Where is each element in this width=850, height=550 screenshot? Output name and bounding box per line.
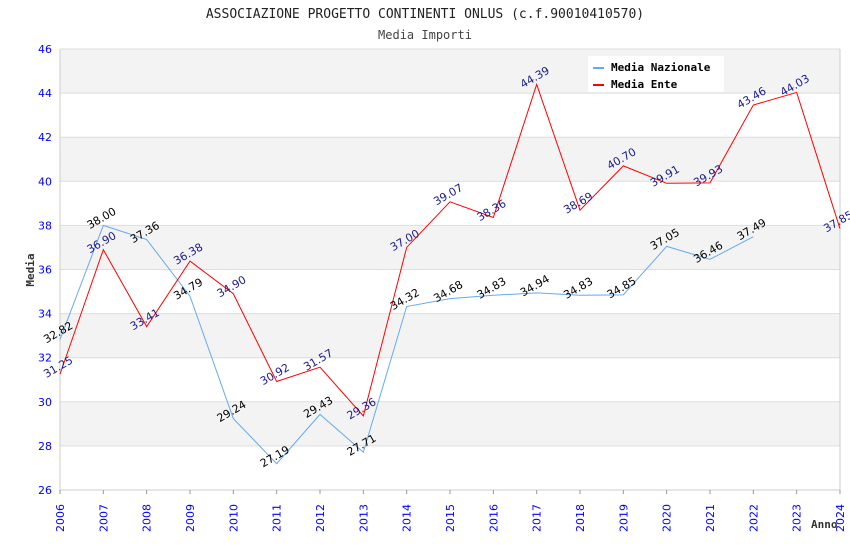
y-tick-label: 28 xyxy=(38,440,52,453)
x-tick-label: 2021 xyxy=(704,504,717,532)
grid-band xyxy=(60,137,840,182)
x-tick-label: 2010 xyxy=(227,504,240,532)
y-tick-label: 36 xyxy=(38,264,52,277)
x-tick-label: 2012 xyxy=(314,504,327,532)
series-line-0 xyxy=(59,224,754,465)
legend-label-ente: Media Ente xyxy=(611,78,678,91)
x-tick-label: 2008 xyxy=(141,504,154,532)
legend: Media Nazionale Media Ente xyxy=(588,56,724,92)
y-tick-label: 34 xyxy=(38,308,52,321)
y-tick-label: 26 xyxy=(38,484,52,497)
x-tick-label: 2009 xyxy=(184,504,197,532)
x-tick-label: 2023 xyxy=(791,504,804,532)
y-tick-label: 30 xyxy=(38,396,52,409)
x-tick-label: 2018 xyxy=(574,504,587,532)
x-tick-label: 2014 xyxy=(401,504,414,532)
x-tick-label: 2017 xyxy=(531,504,544,532)
y-tick-label: 44 xyxy=(38,87,52,100)
grid-band xyxy=(60,181,840,226)
grid-band xyxy=(60,445,840,490)
y-axis-label: Media xyxy=(24,253,37,286)
x-axis-label: Anno xyxy=(811,518,838,531)
chart-title: ASSOCIAZIONE PROGETTO CONTINENTI ONLUS (… xyxy=(206,7,644,22)
grid-band xyxy=(60,225,840,270)
x-tick-label: 2022 xyxy=(747,504,760,532)
x-tick-label: 2016 xyxy=(487,504,500,532)
x-tick-label: 2006 xyxy=(54,504,67,532)
y-tick-label: 42 xyxy=(38,131,52,144)
y-tick-label: 38 xyxy=(38,219,52,232)
grid-band xyxy=(60,93,840,138)
legend-label-nazionale: Media Nazionale xyxy=(611,61,711,74)
grid-band xyxy=(60,313,840,358)
x-tick-label: 2020 xyxy=(661,504,674,532)
y-tick-label: 32 xyxy=(38,352,52,365)
x-tick-label: 2007 xyxy=(97,504,110,532)
series-line-1 xyxy=(59,82,841,417)
x-tick-label: 2024 xyxy=(834,504,847,532)
y-tick-label: 40 xyxy=(38,175,52,188)
y-tick-label: 46 xyxy=(38,43,52,56)
x-tick-label: 2011 xyxy=(271,504,284,532)
grid-band xyxy=(60,401,840,446)
grid-band xyxy=(60,269,840,314)
x-tick-label: 2019 xyxy=(617,504,630,532)
chart-subtitle: Media Importi xyxy=(378,28,472,42)
grid-band xyxy=(60,357,840,402)
x-tick-label: 2013 xyxy=(357,504,370,532)
x-tick-label: 2015 xyxy=(444,504,457,532)
